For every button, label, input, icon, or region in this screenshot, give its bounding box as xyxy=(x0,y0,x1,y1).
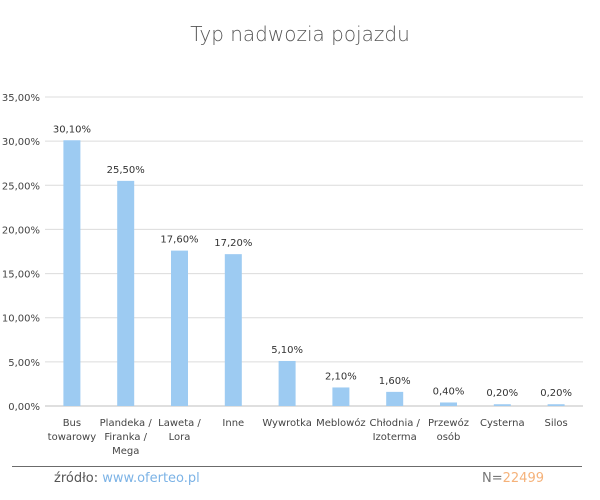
y-tick-label: 0,00% xyxy=(8,402,40,413)
x-tick-label-line: Laweta / xyxy=(158,418,201,429)
x-tick-label-line: towarowy xyxy=(48,432,97,443)
sample-size: N=22499 xyxy=(482,471,544,486)
data-label: 0,40% xyxy=(433,386,465,397)
chart-title: Typ nadwozia pojazdu xyxy=(190,22,410,46)
x-tick-label-line: Wywrotka xyxy=(262,418,311,429)
bar xyxy=(386,391,404,406)
x-tick-label-line: Inne xyxy=(222,418,244,429)
x-tick-label: Cysterna xyxy=(480,418,525,429)
x-tick-label-line: Lora xyxy=(169,432,191,443)
y-tick-label: 25,00% xyxy=(2,181,40,192)
data-label: 1,60% xyxy=(379,376,411,387)
data-label: 2,10% xyxy=(325,371,357,382)
x-tick-label-line: Chłodnia / xyxy=(369,418,420,429)
x-tick-label: Meblowóz xyxy=(316,417,366,429)
x-tick-label-line: Przewóz xyxy=(428,417,469,429)
x-tick-label: Inne xyxy=(222,418,244,429)
y-tick-label: 10,00% xyxy=(2,314,40,325)
data-label: 17,60% xyxy=(160,235,198,246)
bar xyxy=(332,387,350,406)
footer-divider xyxy=(12,466,582,467)
x-tick-label-line: Silos xyxy=(544,418,567,429)
x-tick-label-line: Mega xyxy=(112,446,139,457)
x-tick-label: Bus towarowy xyxy=(48,418,97,443)
y-tick-label: 30,00% xyxy=(2,137,40,148)
x-tick-label: Plandeka / Firanka / Mega xyxy=(100,418,153,457)
source-label: źródło: xyxy=(54,471,103,486)
x-tick-label-line: Izoterma xyxy=(373,432,417,443)
x-tick-label-line: Meblowóz xyxy=(316,417,366,429)
x-tick-label-line: osób xyxy=(437,431,461,443)
x-tick-label-line: Firanka / xyxy=(104,432,147,443)
data-label: 0,20% xyxy=(486,388,518,399)
source-note: źródło: www.oferteo.pl xyxy=(54,471,200,486)
bar-chart: 0,00% 5,00% 10,00% 15,00% 20,00% 25,00% 30,00%… xyxy=(2,93,583,457)
data-label: 0,20% xyxy=(540,388,572,399)
bar xyxy=(278,360,296,406)
source-link[interactable]: www.oferteo.pl xyxy=(102,471,200,486)
x-tick-label: Chłodnia / Izoterma xyxy=(369,418,420,443)
x-tick-label: Wywrotka xyxy=(262,418,311,429)
bar xyxy=(117,180,135,406)
y-tick-label: 20,00% xyxy=(2,225,40,236)
x-tick-label: Silos xyxy=(544,418,567,429)
bar xyxy=(493,404,511,406)
data-label: 25,50% xyxy=(107,165,145,176)
bar xyxy=(63,140,81,406)
data-label: 30,10% xyxy=(53,124,91,135)
y-tick-label: 15,00% xyxy=(2,270,40,281)
sample-size-label: N= xyxy=(482,471,503,486)
y-tick-label: 5,00% xyxy=(8,358,40,369)
x-tick-label: Laweta / Lora xyxy=(158,418,201,443)
x-tick-label-line: Cysterna xyxy=(480,418,525,429)
bar xyxy=(547,404,565,406)
bar xyxy=(224,254,242,406)
x-tick-label-line: Plandeka / xyxy=(100,418,153,429)
sample-size-value: 22499 xyxy=(502,471,544,486)
data-label: 5,10% xyxy=(271,345,303,356)
y-tick-label: 35,00% xyxy=(2,93,40,104)
bar xyxy=(171,250,188,406)
x-tick-label-line: Bus xyxy=(63,418,81,429)
bar xyxy=(440,402,457,406)
x-tick-label: Przewóz osób xyxy=(428,417,469,443)
data-label: 17,20% xyxy=(214,238,252,249)
